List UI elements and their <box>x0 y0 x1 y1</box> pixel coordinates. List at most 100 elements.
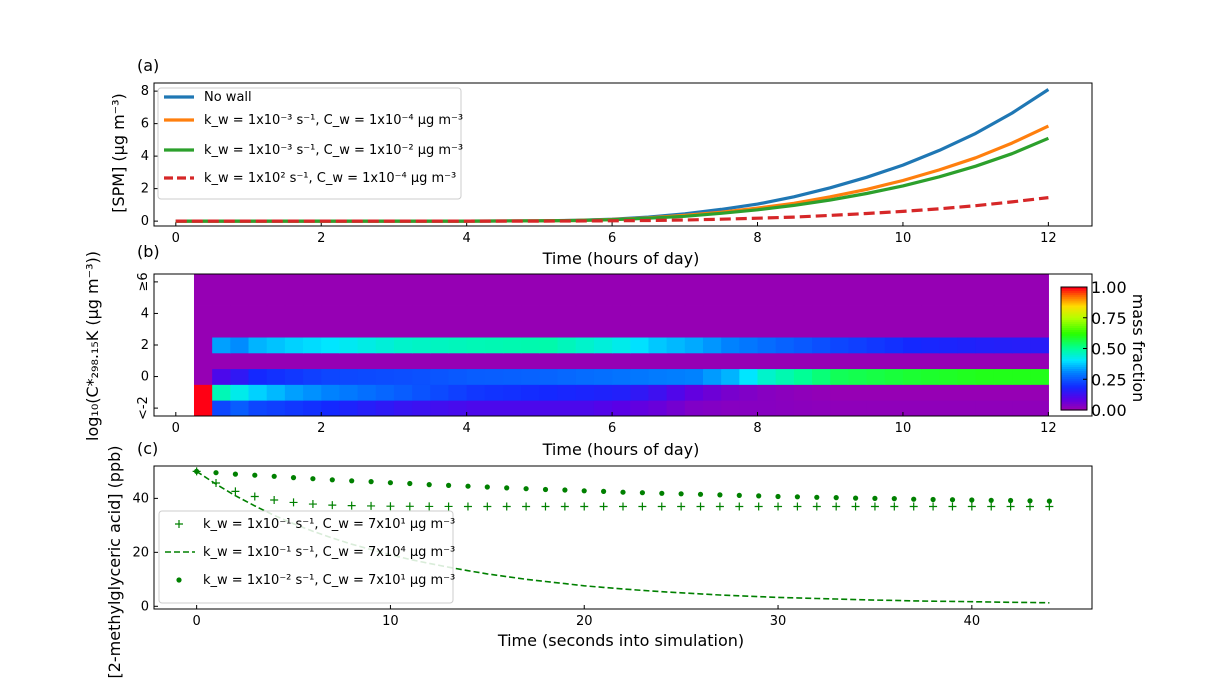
heatmap-cell <box>466 400 486 417</box>
heatmap-cell <box>921 305 940 322</box>
heatmap-cell <box>975 352 995 370</box>
heatmap-cell <box>721 337 740 354</box>
heatmap-cell <box>575 352 595 370</box>
heatmap-cell <box>757 384 777 401</box>
heatmap-cell <box>866 305 886 322</box>
panel-c-x-tick-label: 10 <box>382 614 399 629</box>
heatmap-cell <box>303 384 322 401</box>
panel-c-dot-point <box>853 495 859 501</box>
heatmap-cell <box>448 337 468 354</box>
heatmap-cell <box>1030 305 1049 322</box>
panel-c-plus-point <box>289 498 298 507</box>
heatmap-cell <box>666 400 686 417</box>
panel-c-plus-point <box>231 487 240 496</box>
colorbar-band <box>1061 336 1087 339</box>
heatmap-cell <box>812 400 831 417</box>
heatmap-cell <box>684 400 704 417</box>
panel-c-dot-point <box>407 480 413 487</box>
panel-a-x-tick-label: 10 <box>895 231 912 246</box>
panel-c-dot-point <box>775 493 781 500</box>
panel-c-x-tick-label: 30 <box>770 614 787 629</box>
heatmap-cell <box>375 368 395 385</box>
heatmap-cell <box>193 400 213 417</box>
heatmap-cell <box>793 400 813 417</box>
heatmap-cell <box>375 337 395 354</box>
colorbar-band <box>1061 348 1087 352</box>
colorbar-band <box>1061 313 1087 317</box>
heatmap-cell <box>521 337 540 354</box>
panel-c-dot-point <box>542 486 549 493</box>
heatmap-cell <box>430 337 450 354</box>
panel-c-plus-point <box>715 502 724 511</box>
heatmap-cell <box>884 274 904 291</box>
colorbar-band <box>1061 321 1087 325</box>
heatmap-cell <box>357 321 377 338</box>
panel-b-x-tick-label: 0 <box>172 421 180 436</box>
panel-b-y-axis-label: log₁₀(C*₂₉₈.₁₅K (µg m⁻³)) <box>83 251 102 441</box>
heatmap-cell <box>884 321 904 338</box>
heatmap-cell <box>830 274 850 291</box>
colorbar-tick-label: 0.25 <box>1091 370 1127 389</box>
colorbar-band <box>1061 323 1087 327</box>
panel-c-plus-point <box>444 502 453 511</box>
heatmap-cell <box>557 384 577 401</box>
heatmap-cell <box>921 384 940 401</box>
panel-c-dot-point <box>891 496 897 502</box>
heatmap-cell <box>648 305 668 322</box>
colorbar-band <box>1061 391 1087 395</box>
heatmap-cell <box>357 400 377 417</box>
heatmap-cell <box>830 368 850 385</box>
panel-c-plus-point <box>870 502 879 511</box>
heatmap-cell <box>266 305 286 322</box>
heatmap-cell <box>848 384 868 401</box>
heatmap-cell <box>902 352 922 370</box>
heatmap-cell <box>902 305 922 322</box>
heatmap-cell <box>393 289 413 306</box>
heatmap-cell <box>848 305 868 322</box>
heatmap-cell <box>521 321 540 338</box>
panel-c-dot-point <box>678 491 684 497</box>
heatmap-cell <box>248 305 268 322</box>
heatmap-cell <box>866 337 886 354</box>
heatmap-cell <box>739 337 759 354</box>
heatmap-cell <box>975 305 995 322</box>
heatmap-cell <box>230 289 250 306</box>
heatmap-cell <box>230 384 250 401</box>
colorbar-band <box>1061 364 1087 368</box>
heatmap-cell <box>939 337 959 354</box>
heatmap-cell <box>630 400 650 417</box>
panel-c-plus-point <box>948 502 957 511</box>
heatmap-cell <box>484 305 504 322</box>
heatmap-cell <box>266 321 286 338</box>
panel-c-dot-point <box>949 497 956 503</box>
heatmap-cell <box>666 352 686 370</box>
heatmap-cell <box>557 289 577 306</box>
heatmap-cell <box>412 384 431 401</box>
panel-c-plus-point <box>386 502 395 511</box>
heatmap-cell <box>739 305 759 322</box>
heatmap-cell <box>230 352 250 370</box>
heatmap-cell <box>230 321 250 338</box>
panel-c-plus-point <box>580 502 589 511</box>
heatmap-cell <box>757 368 777 385</box>
heatmap-cell <box>648 368 668 385</box>
heatmap-cell <box>884 368 904 385</box>
panel-c-dot-point <box>639 490 646 496</box>
heatmap-cell <box>612 305 631 322</box>
panel-a-legend-label-2: k_w = 1x10⁻³ s⁻¹, C_w = 1x10⁻⁴ µg m⁻³ <box>204 113 463 128</box>
heatmap-cell <box>503 352 522 370</box>
heatmap-cell <box>503 321 522 338</box>
heatmap-cell <box>975 321 995 338</box>
colorbar-tick-label: 0.75 <box>1091 309 1127 328</box>
heatmap-cell <box>284 337 304 354</box>
panel-c-plus-point <box>657 502 666 511</box>
heatmap-cell <box>503 337 522 354</box>
heatmap-cell <box>448 274 468 291</box>
colorbar-band <box>1061 373 1087 376</box>
heatmap-cell <box>503 400 522 417</box>
panel-c: (c) 0 10 20 30 40 0 20 40 k_w = 1x10⁻¹ s⁻¹, C_w… <box>132 439 1093 650</box>
heatmap-cell <box>648 321 668 338</box>
panel-a-frame <box>153 82 1093 227</box>
heatmap-cell <box>721 305 740 322</box>
heatmap-cell <box>993 321 1013 338</box>
